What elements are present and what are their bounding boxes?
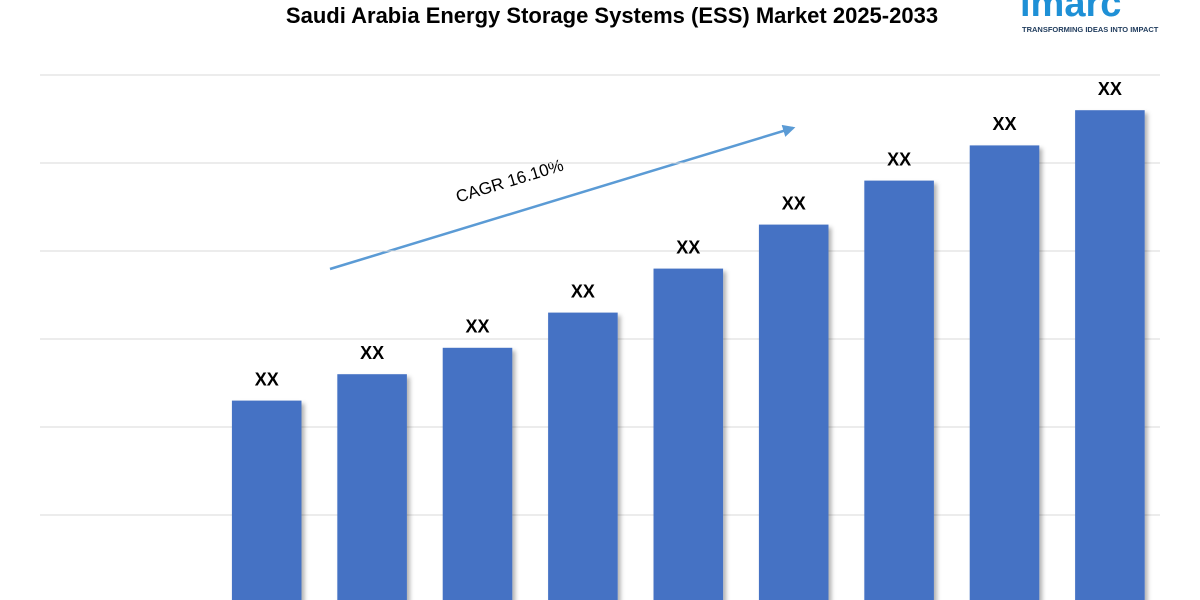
value-label: XX: [887, 149, 911, 169]
chart-title: Saudi Arabia Energy Storage Systems (ESS…: [286, 3, 938, 28]
bar: [548, 312, 618, 600]
logo-tagline: TRANSFORMING IDEAS INTO IMPACT: [1022, 25, 1159, 34]
value-label: XX: [676, 237, 700, 257]
value-label: XX: [992, 114, 1016, 134]
value-label: XX: [782, 193, 806, 213]
value-label: XX: [571, 281, 595, 301]
value-label: XX: [360, 343, 384, 363]
logo: imarc: [1020, 0, 1121, 25]
bar: [231, 400, 302, 600]
bar: [1075, 110, 1145, 600]
value-label: XX: [1098, 79, 1122, 99]
bar: [653, 268, 724, 600]
bar: [442, 347, 513, 600]
cagr-arrow: [329, 124, 796, 271]
bar: [758, 224, 829, 600]
value-label: XX: [465, 317, 489, 337]
bar: [864, 180, 934, 600]
value-label: XX: [255, 369, 279, 389]
bar: [337, 374, 407, 600]
bar: [969, 145, 1040, 600]
